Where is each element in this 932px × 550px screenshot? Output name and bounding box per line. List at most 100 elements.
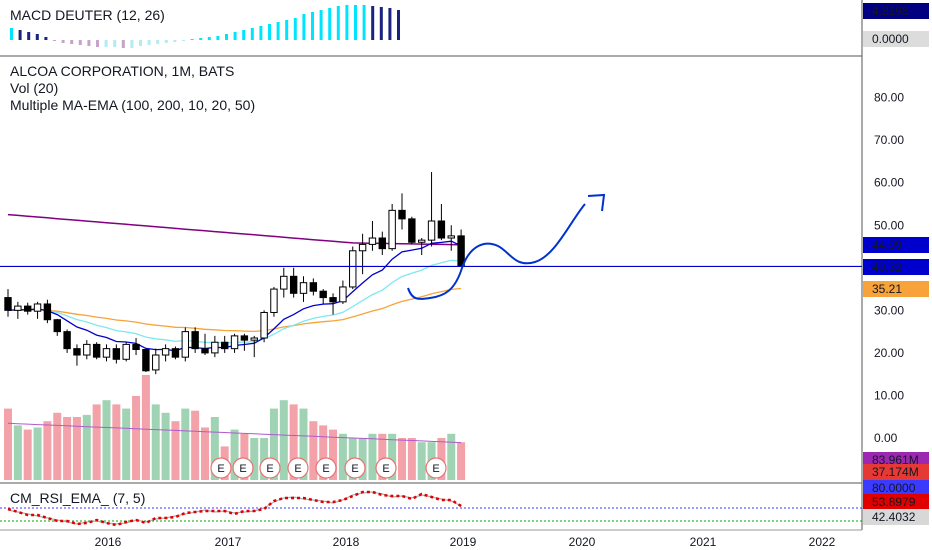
- forecast-arrow-head[interactable]: [587, 193, 606, 212]
- forecast-drawing[interactable]: [407, 193, 606, 300]
- macd-bar: [225, 34, 228, 40]
- price-tick-2: 60.00: [874, 176, 904, 190]
- volume-bar: [279, 400, 288, 480]
- macd-value-badge: 4.8198: [863, 3, 929, 19]
- candle-body: [408, 218, 416, 243]
- volume-bar: [447, 433, 456, 480]
- rsi-pane: [0, 490, 862, 527]
- macd-bar: [156, 40, 160, 44]
- volume-bars: [4, 375, 466, 480]
- earnings-marker[interactable]: E: [232, 457, 254, 479]
- svg-text:E: E: [217, 463, 224, 475]
- svg-text:44.99: 44.99: [872, 238, 902, 252]
- candle-body: [299, 282, 308, 294]
- candle-body: [14, 305, 22, 311]
- candle-body: [92, 343, 101, 358]
- macd-bar: [319, 10, 323, 40]
- volume-bar: [181, 408, 190, 480]
- candle-body: [447, 235, 455, 239]
- macd-bar: [328, 8, 332, 40]
- svg-text:0.0000: 0.0000: [872, 32, 909, 46]
- candle-body: [4, 297, 12, 311]
- macd-bar: [233, 32, 237, 40]
- macd-bar: [44, 37, 48, 40]
- macd-bar: [285, 20, 289, 40]
- rsi-legend[interactable]: CM_RSI_EMA_ (7, 5): [10, 490, 145, 506]
- volume-bar: [53, 412, 62, 480]
- time-axis-labels: 2016 2017 2018 2019 2020 2021 2022: [95, 535, 836, 549]
- candle-body: [161, 348, 170, 356]
- macd-bar: [164, 40, 168, 43]
- price-tick-6: 20.00: [874, 346, 904, 360]
- candle-body: [437, 220, 446, 239]
- price-tick-5: 30.00: [874, 303, 904, 317]
- price-tick-8: 0.00: [874, 431, 898, 445]
- main-title[interactable]: ALCOA CORPORATION, 1M, BATS: [10, 63, 234, 79]
- macd-legend[interactable]: MACD DEUTER (12, 26): [10, 7, 165, 23]
- earnings-marker[interactable]: E: [375, 457, 397, 479]
- candle-body: [289, 275, 298, 294]
- svg-text:40.32: 40.32: [872, 260, 902, 274]
- volume-bar: [82, 414, 91, 480]
- macd-bar: [250, 28, 254, 40]
- svg-text:53.8979: 53.8979: [872, 495, 916, 509]
- earnings-marker[interactable]: E: [425, 457, 447, 479]
- volume-legend[interactable]: Vol (20): [10, 80, 58, 96]
- volume-bar: [398, 438, 406, 480]
- time-tick-2018: 2018: [333, 535, 360, 549]
- macd-bar: [121, 40, 125, 48]
- macd-bar: [61, 40, 65, 43]
- volume-bar: [319, 425, 328, 480]
- svg-text:E: E: [382, 463, 389, 475]
- candle-body: [33, 303, 42, 312]
- candle-body: [142, 348, 150, 372]
- candle-body: [211, 341, 219, 354]
- candle-body: [378, 237, 387, 250]
- macd-bar: [104, 40, 108, 47]
- candle-body: [349, 250, 357, 288]
- volume-ma-line: [7, 422, 462, 444]
- macd-bar: [10, 28, 13, 40]
- volume-bar: [4, 408, 12, 480]
- candle-body: [427, 220, 436, 241]
- candle-body: [53, 319, 61, 333]
- earnings-marker[interactable]: E: [210, 457, 232, 479]
- candle-body: [73, 348, 81, 356]
- volume-bar: [33, 427, 42, 480]
- macd-bar: [371, 6, 375, 40]
- macd-bar: [242, 30, 246, 40]
- ma-ema-legend[interactable]: Multiple MA-EMA (100, 200, 10, 20, 50): [10, 97, 255, 113]
- forecast-curve[interactable]: [407, 203, 586, 300]
- volume-bar: [112, 404, 121, 480]
- svg-text:83.961M: 83.961M: [872, 453, 919, 467]
- ema-value-badge: 44.99: [863, 237, 929, 253]
- earnings-marker[interactable]: E: [259, 457, 281, 479]
- earnings-marker[interactable]: E: [344, 457, 366, 479]
- earnings-marker[interactable]: E: [315, 457, 337, 479]
- svg-text:E: E: [322, 463, 329, 475]
- candle-body: [63, 331, 71, 350]
- svg-text:E: E: [294, 463, 301, 475]
- earnings-marker[interactable]: E: [287, 457, 309, 479]
- macd-bar: [293, 18, 297, 40]
- macd-bar: [268, 24, 271, 40]
- macd-bar: [216, 36, 220, 40]
- macd-bar: [336, 6, 340, 40]
- candle-body: [112, 348, 121, 360]
- volume-bar: [13, 425, 22, 480]
- macd-histogram: [10, 5, 400, 48]
- candle-body: [418, 239, 426, 243]
- macd-bar: [345, 5, 349, 40]
- time-tick-2021: 2021: [690, 535, 717, 549]
- volume-bar: [309, 421, 318, 480]
- macd-bar: [207, 37, 211, 40]
- volume-bar: [63, 417, 72, 480]
- volume-bar: [151, 404, 160, 480]
- macd-bar: [87, 40, 91, 46]
- volume-bar: [260, 438, 269, 480]
- volume-bar: [171, 421, 180, 480]
- macd-bar: [259, 26, 263, 40]
